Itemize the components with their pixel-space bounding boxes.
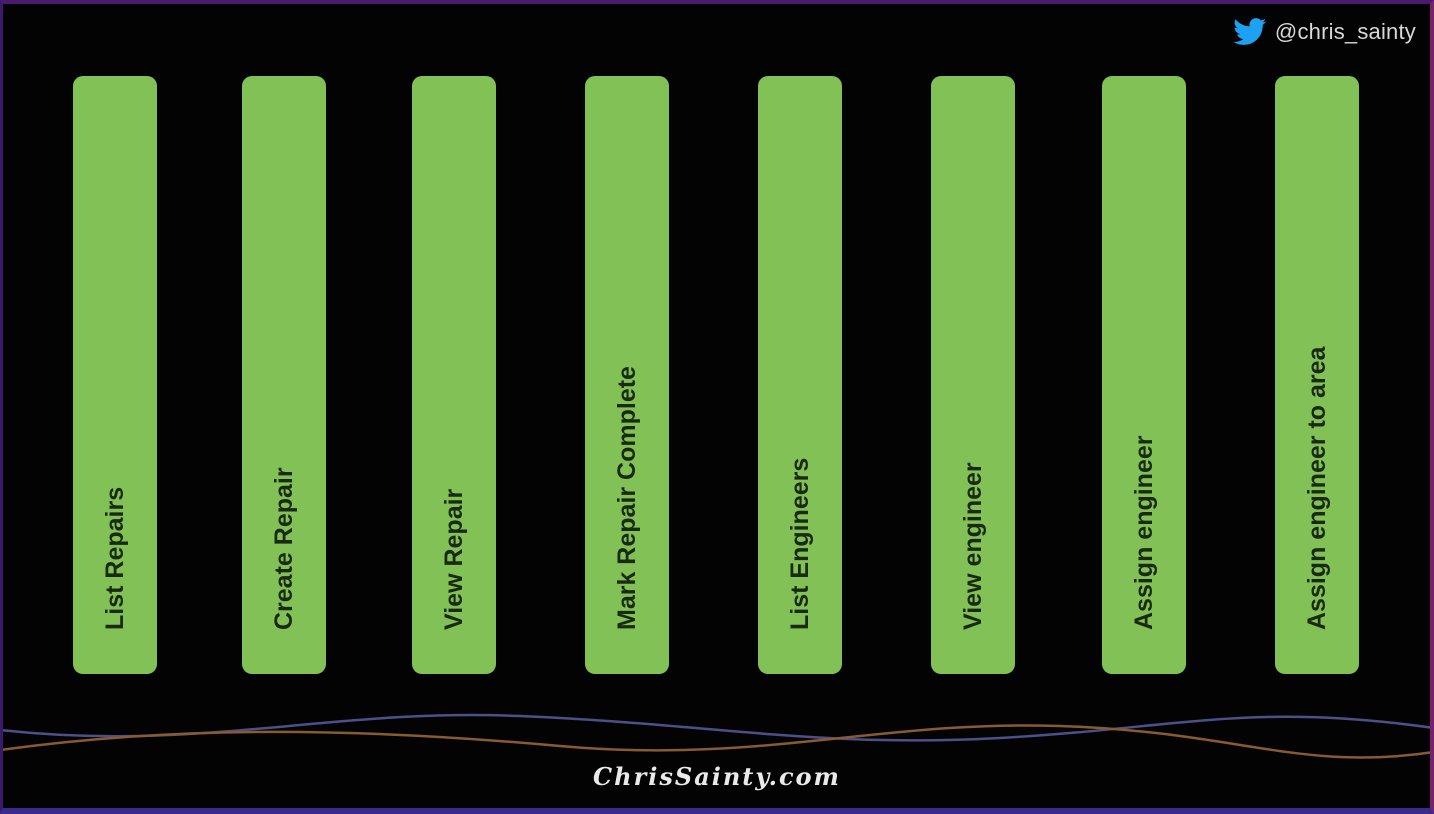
column-mark-repair-complete: Mark Repair Complete (585, 76, 669, 674)
feature-columns: List Repairs Create Repair View Repair M… (73, 76, 1359, 674)
column-label: Assign engineer (1130, 435, 1158, 631)
footer-site-name: ChrisSainty.com (593, 762, 841, 791)
column-create-repair: Create Repair (242, 76, 326, 674)
column-list-engineers: List Engineers (758, 76, 842, 674)
column-view-repair: View Repair (412, 76, 496, 674)
column-list-repairs: List Repairs (73, 76, 157, 674)
column-label: List Repairs (101, 486, 129, 630)
column-assign-engineer: Assign engineer (1102, 76, 1186, 674)
column-label: View engineer (959, 462, 987, 630)
twitter-bird-icon (1233, 18, 1267, 46)
wave-orange (0, 724, 1434, 759)
twitter-handle: @chris_sainty (1233, 14, 1416, 50)
column-assign-engineer-to-area: Assign engineer to area (1275, 76, 1359, 674)
column-label: Mark Repair Complete (613, 366, 641, 630)
wave-blue (0, 713, 1434, 742)
column-label: Assign engineer to area (1303, 346, 1331, 630)
column-label: Create Repair (270, 467, 298, 630)
column-label: View Repair (440, 488, 468, 630)
decorative-waves (0, 713, 1434, 759)
twitter-handle-text: @chris_sainty (1274, 19, 1416, 44)
column-label: List Engineers (786, 457, 814, 630)
column-view-engineer: View engineer (931, 76, 1015, 674)
